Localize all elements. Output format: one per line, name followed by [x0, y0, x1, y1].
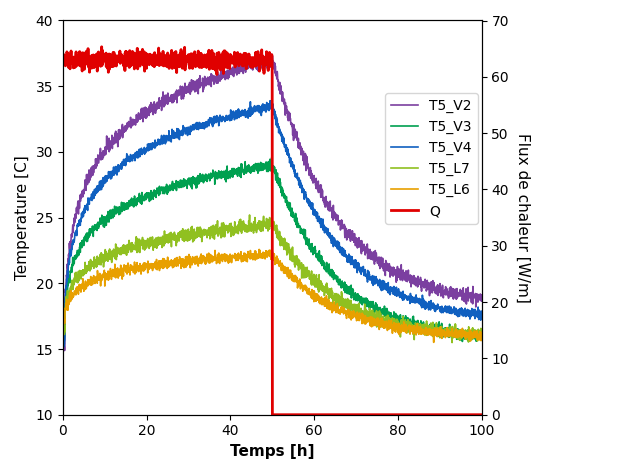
T5_V2 — [252, 58, 260, 64]
T5_L6 — [59, 320, 67, 326]
Y-axis label: Temperature [C]: Temperature [C] — [15, 155, 30, 280]
T5_L7 — [466, 337, 474, 342]
T5_V4 — [252, 109, 260, 114]
T5_V3 — [81, 236, 88, 241]
T5_L6 — [466, 327, 474, 333]
T5_L7 — [252, 222, 260, 228]
T5_V2 — [61, 348, 69, 354]
T5_V3 — [389, 315, 397, 321]
T5_V2 — [81, 187, 88, 193]
T5_L7 — [478, 326, 485, 332]
T5_V3 — [263, 169, 271, 174]
Line: T5_L7: T5_L7 — [63, 215, 481, 343]
Q — [269, 412, 276, 418]
T5_L7 — [59, 330, 67, 336]
Q — [98, 44, 106, 50]
Q — [389, 412, 397, 418]
T5_L6 — [389, 326, 397, 331]
T5_L7 — [466, 330, 474, 336]
T5_V2 — [389, 273, 397, 279]
T5_V4 — [466, 316, 474, 322]
Line: Q: Q — [63, 47, 481, 415]
T5_V2 — [466, 295, 474, 301]
Line: T5_L6: T5_L6 — [63, 249, 481, 342]
T5_V3 — [466, 332, 474, 337]
T5_V2 — [263, 61, 271, 66]
Q — [466, 412, 474, 418]
T5_V4 — [478, 311, 485, 317]
Q — [478, 412, 485, 418]
T5_L7 — [263, 218, 271, 224]
T5_L6 — [255, 246, 263, 252]
Q — [59, 60, 67, 66]
T5_L7 — [246, 212, 253, 218]
T5_V4 — [389, 290, 397, 296]
T5_V4 — [266, 98, 274, 103]
Line: T5_V3: T5_V3 — [63, 157, 481, 343]
T5_V3 — [478, 337, 485, 342]
T5_V4 — [81, 205, 88, 210]
T5_L6 — [251, 251, 259, 256]
T5_V4 — [60, 344, 67, 350]
T5_V4 — [466, 312, 474, 318]
Q — [466, 412, 474, 418]
T5_L6 — [430, 339, 438, 345]
T5_V3 — [466, 336, 474, 342]
T5_V3 — [252, 161, 260, 166]
Q — [252, 50, 260, 55]
Line: T5_V2: T5_V2 — [63, 54, 481, 351]
T5_V3 — [268, 154, 276, 160]
T5_V4 — [263, 100, 271, 105]
T5_V4 — [59, 341, 67, 347]
X-axis label: Temps [h]: Temps [h] — [230, 444, 315, 459]
T5_V2 — [478, 298, 485, 303]
T5_V2 — [466, 292, 474, 298]
T5_V2 — [59, 345, 67, 350]
Legend: T5_V2, T5_V3, T5_V4, T5_L7, T5_L6, Q: T5_V2, T5_V3, T5_V4, T5_L7, T5_L6, Q — [385, 93, 478, 224]
T5_L7 — [80, 272, 88, 277]
T5_L6 — [466, 327, 474, 332]
T5_V2 — [268, 51, 276, 57]
T5_L6 — [478, 331, 485, 337]
T5_L7 — [448, 340, 456, 346]
Q — [80, 66, 88, 72]
T5_L6 — [263, 248, 271, 254]
Y-axis label: Flux de chaleur [W/m]: Flux de chaleur [W/m] — [515, 133, 530, 302]
T5_L7 — [389, 325, 397, 330]
Q — [263, 55, 271, 61]
T5_L6 — [80, 283, 88, 289]
T5_V3 — [60, 340, 68, 346]
Line: T5_V4: T5_V4 — [63, 100, 481, 347]
T5_V3 — [59, 335, 67, 341]
